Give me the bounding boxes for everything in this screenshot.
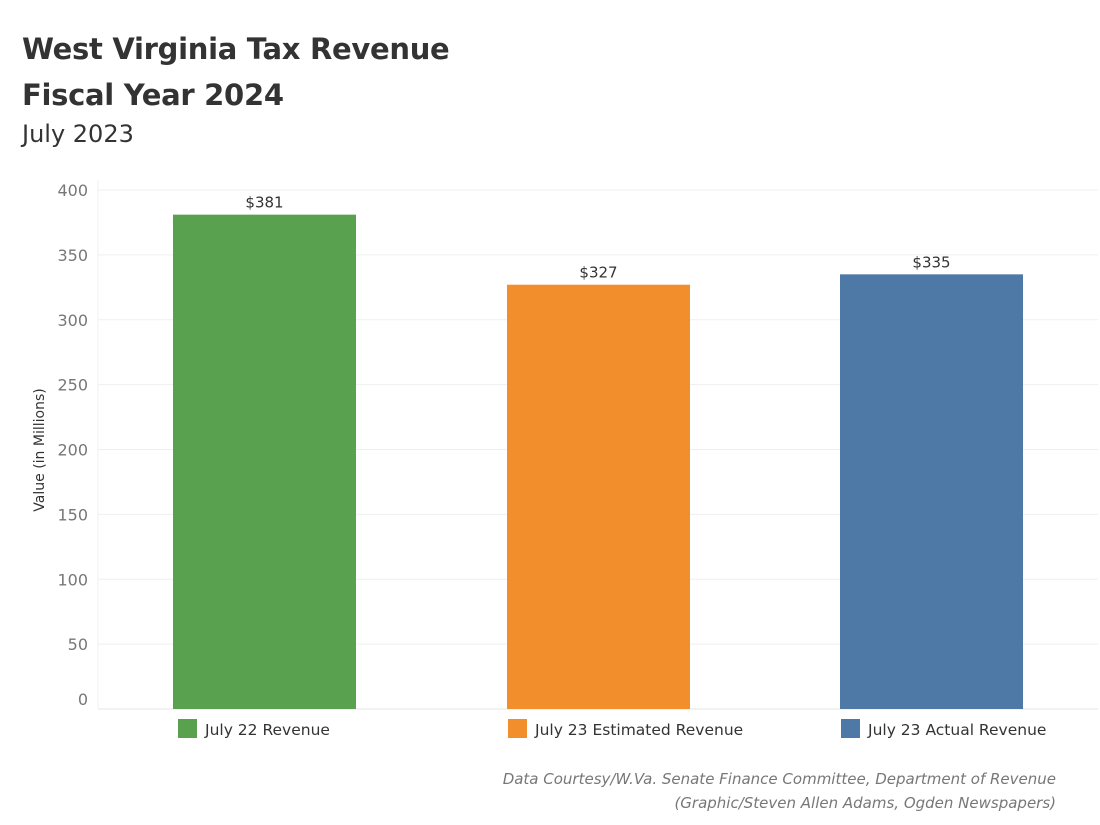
y-tick-label: 150 xyxy=(57,505,88,524)
bar-3 xyxy=(840,274,1023,709)
footer-credit-graphic: (Graphic/Steven Allen Adams, Ogden Newsp… xyxy=(674,794,1056,812)
legend-swatch xyxy=(508,719,527,738)
data-label: $381 xyxy=(245,194,283,212)
y-tick-label: 250 xyxy=(57,376,88,395)
chart-title-line2: Fiscal Year 2024 xyxy=(22,78,284,112)
legend-label: July 22 Revenue xyxy=(204,721,330,739)
y-tick-label: 400 xyxy=(57,181,88,200)
legend-label: July 23 Actual Revenue xyxy=(867,721,1046,739)
chart-subtitle: July 2023 xyxy=(22,120,134,148)
y-tick-label: 350 xyxy=(57,246,88,265)
y-tick-label: 100 xyxy=(57,570,88,589)
data-label: $327 xyxy=(579,264,617,282)
y-tick-label: 300 xyxy=(57,311,88,330)
y-axis-label: Value (in Millions) xyxy=(32,388,48,511)
y-tick-label: 200 xyxy=(57,441,88,460)
data-label: $335 xyxy=(912,253,950,271)
chart-title: West Virginia Tax Revenue xyxy=(22,32,450,66)
bar-chart: 0 50 100 150 200 250 300 350 400 Value (in Millio… xyxy=(32,180,1098,739)
legend-swatch xyxy=(178,719,197,738)
footer-credit-data: Data Courtesy/W.Va. Senate Finance Commi… xyxy=(502,770,1056,788)
legend-swatch xyxy=(841,719,860,738)
bar-1 xyxy=(173,214,356,709)
bar-2 xyxy=(507,284,690,709)
legend-label: July 23 Estimated Revenue xyxy=(534,721,743,739)
y-tick-label: 50 xyxy=(68,635,88,654)
y-tick-label: 0 xyxy=(78,690,88,709)
